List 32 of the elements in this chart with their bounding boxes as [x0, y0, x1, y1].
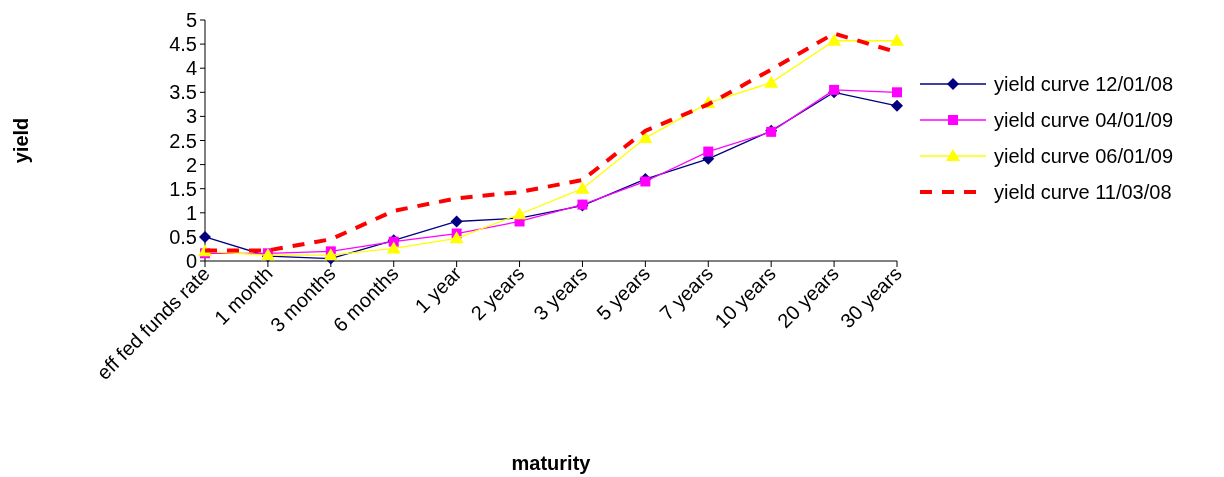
legend-label: yield curve 06/01/09	[994, 145, 1174, 167]
point	[450, 215, 463, 228]
point	[891, 99, 903, 112]
y-tick-label: 0	[185, 250, 197, 272]
point	[512, 207, 527, 220]
point	[575, 181, 590, 194]
point	[199, 230, 211, 243]
point	[892, 87, 902, 98]
y-tick-label: 2.5	[169, 129, 197, 152]
point	[764, 75, 779, 88]
legend-label: yield curve 11/03/08	[994, 181, 1172, 203]
point	[827, 33, 842, 46]
legend-label: yield curve 12/01/08	[994, 73, 1174, 95]
point	[703, 146, 714, 157]
y-tick-label: 3.5	[169, 81, 197, 104]
point	[323, 248, 338, 261]
point	[449, 231, 464, 244]
y-tick-label: 4.5	[169, 33, 197, 56]
y-tick-label: 0.5	[169, 225, 197, 248]
point	[386, 241, 401, 254]
x-axis-title: maturity	[511, 452, 592, 474]
y-tick-label: 5	[185, 9, 197, 31]
y-tick-label: 4	[185, 57, 197, 80]
point	[890, 33, 904, 46]
y-tick-label: 1	[185, 201, 197, 224]
y-tick-label: 3	[185, 105, 197, 128]
point	[829, 84, 840, 95]
y-axis-title: yield	[10, 117, 32, 164]
y-tick-label: 1.5	[169, 177, 197, 200]
legend-label: yield curve 04/01/09	[994, 109, 1174, 131]
y-tick-label: 2	[185, 153, 197, 176]
point	[638, 131, 653, 144]
